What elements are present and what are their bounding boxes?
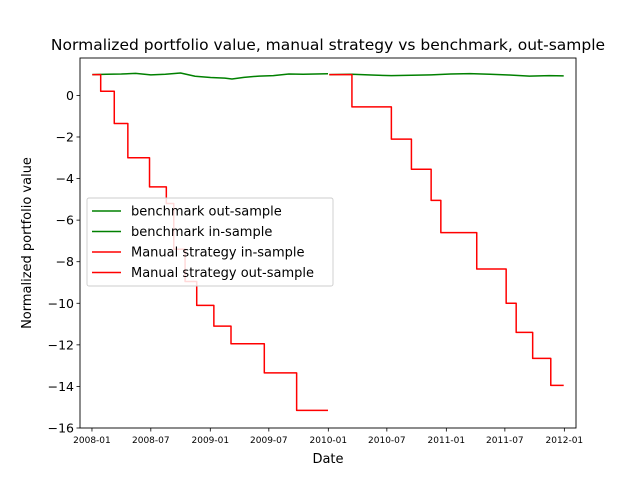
y-tick-label: −4 (56, 171, 74, 186)
y-tick-label: −12 (48, 337, 74, 352)
x-tick-label: 2009-01 (192, 436, 230, 446)
legend-frame (86, 197, 334, 287)
legend-entry: Manual strategy in-sample (131, 246, 305, 261)
x-tick-label: 2011-07 (486, 436, 524, 446)
series-line-2 (92, 72, 329, 80)
y-tick-label: 0 (66, 88, 74, 103)
legend-entry: benchmark in-sample (131, 225, 272, 240)
y-axis-label: Normalized portfolio value (20, 157, 35, 329)
series-line-1 (329, 72, 564, 77)
chart-title: Normalized portfolio value, manual strat… (51, 36, 605, 54)
x-axis-label: Date (312, 452, 343, 467)
x-tick-label: 2010-01 (310, 436, 348, 446)
x-tick-label: 2010-07 (368, 436, 406, 446)
x-tick-label: 2008-07 (132, 436, 170, 446)
y-tick-label: −6 (56, 213, 74, 228)
x-tick-label: 2011-01 (428, 436, 466, 446)
legend-entry: benchmark out-sample (131, 205, 282, 220)
x-tick-label: 2009-07 (250, 436, 288, 446)
y-axis: 0 −2 −4 −6 −8 −10 −12 −14 −16 (48, 88, 80, 436)
x-tick-label: 2008-01 (73, 436, 111, 446)
series-line-4 (329, 73, 564, 387)
y-tick-label: −14 (48, 379, 74, 394)
legend: benchmark out-sample benchmark in-sample M… (86, 197, 334, 287)
legend-entry: Manual strategy out-sample (131, 266, 314, 281)
x-axis: 2008-01 2008-07 2009-01 2009-07 2010-01 2010-… (73, 428, 583, 446)
x-tick-label: 2012-01 (546, 436, 584, 446)
y-tick-label: −8 (56, 254, 74, 269)
y-tick-label: −2 (56, 129, 74, 144)
y-tick-label: −16 (48, 421, 74, 436)
y-tick-label: −10 (48, 296, 74, 311)
